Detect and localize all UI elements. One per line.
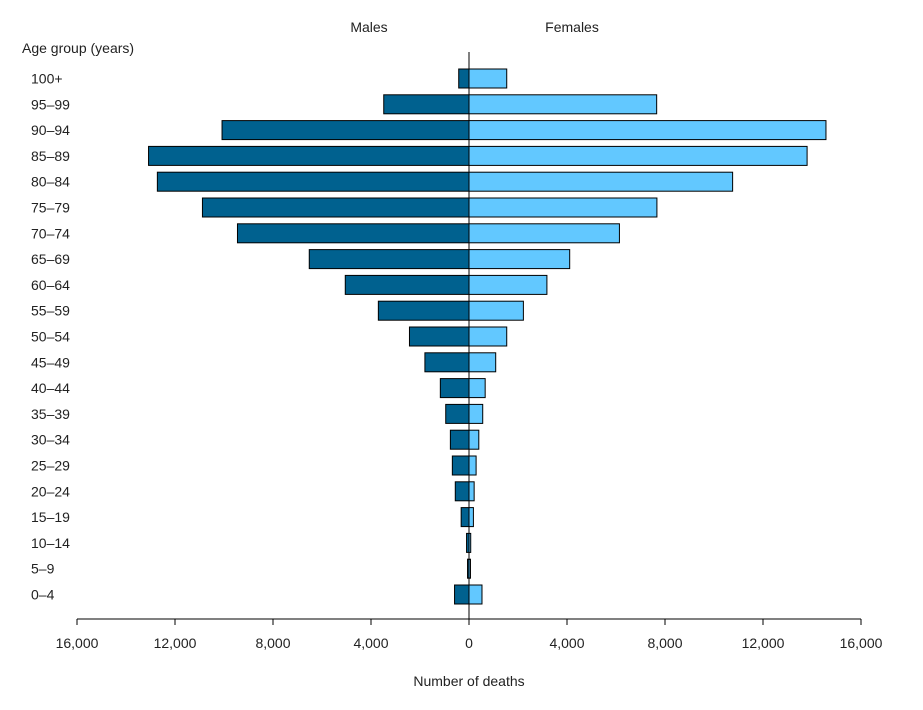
bar-females-75–79 <box>468 197 658 218</box>
bar-males-60–64 <box>344 274 470 295</box>
x-tick-label: 0 <box>465 635 473 651</box>
bar-females-40–44 <box>468 378 486 399</box>
age-group-label: 60–64 <box>31 277 70 293</box>
x-axis-title: Number of deaths <box>413 673 524 689</box>
bar-females-20–24 <box>468 481 475 502</box>
bar-females-45–49 <box>468 352 497 373</box>
bar-males-20–24 <box>454 481 470 502</box>
age-group-label: 90–94 <box>31 122 70 138</box>
age-group-label: 20–24 <box>31 483 70 499</box>
age-group-label: 15–19 <box>31 509 70 525</box>
x-tick-label: 16,000 <box>840 635 883 651</box>
bar-females-35–39 <box>468 403 484 424</box>
age-group-label: 55–59 <box>31 303 70 319</box>
age-group-label: 100+ <box>31 71 63 87</box>
age-group-label: 65–69 <box>31 251 70 267</box>
bars-layer <box>148 68 827 605</box>
age-group-label: 10–14 <box>31 535 70 551</box>
age-group-label: 70–74 <box>31 225 70 241</box>
bar-females-85–89 <box>468 145 808 166</box>
age-group-label: 80–84 <box>31 174 70 190</box>
bar-males-75–79 <box>201 197 470 218</box>
bar-females-25–29 <box>468 455 477 476</box>
bar-females-15–19 <box>468 507 474 528</box>
age-group-label: 85–89 <box>31 148 70 164</box>
bar-males-50–54 <box>408 326 470 347</box>
age-group-label: 5–9 <box>31 561 55 577</box>
bar-females-100+ <box>468 68 508 89</box>
bar-females-30–34 <box>468 429 480 450</box>
bar-males-25–29 <box>451 455 470 476</box>
age-group-label: 25–29 <box>31 458 70 474</box>
bar-males-55–59 <box>377 300 470 321</box>
age-group-label: 35–39 <box>31 406 70 422</box>
x-tick-label: 12,000 <box>742 635 785 651</box>
category-axis-title: Age group (years) <box>22 40 134 56</box>
age-group-label: 45–49 <box>31 354 70 370</box>
bar-males-80–84 <box>156 171 470 192</box>
females-side-label: Females <box>545 19 599 35</box>
bar-females-60–64 <box>468 274 548 295</box>
bar-females-0–4 <box>468 584 483 605</box>
x-tick-label: 8,000 <box>647 635 682 651</box>
bar-males-30–34 <box>449 429 470 450</box>
bar-females-55–59 <box>468 300 524 321</box>
x-tick-label: 16,000 <box>56 635 99 651</box>
bar-males-70–74 <box>236 223 470 244</box>
bar-males-90–94 <box>221 120 470 141</box>
bar-males-15–19 <box>460 507 470 528</box>
bar-males-95–99 <box>383 94 470 115</box>
age-group-label: 0–4 <box>31 587 55 603</box>
x-tick-label: 12,000 <box>154 635 197 651</box>
axes: 16,000 12,000 8,000 4,000 0 4,000 8,000 12,000 1… <box>56 52 883 651</box>
males-side-label: Males <box>350 19 387 35</box>
bar-males-35–39 <box>445 403 470 424</box>
age-group-label: 30–34 <box>31 432 70 448</box>
bar-males-40–44 <box>439 378 470 399</box>
bar-males-85–89 <box>148 145 470 166</box>
bar-females-65–69 <box>468 249 571 270</box>
category-labels: 100+ 95–99 90–94 85–89 80–84 75–79 70–74 65–69 6… <box>31 71 70 603</box>
bar-males-100+ <box>458 68 470 89</box>
age-group-label: 95–99 <box>31 96 70 112</box>
age-group-label: 75–79 <box>31 200 70 216</box>
bar-males-65–69 <box>308 249 470 270</box>
x-tick-label: 8,000 <box>255 635 290 651</box>
bar-females-80–84 <box>468 171 734 192</box>
bar-females-90–94 <box>468 120 827 141</box>
bar-females-70–74 <box>468 223 620 244</box>
age-group-label: 50–54 <box>31 329 70 345</box>
x-tick-label: 4,000 <box>353 635 388 651</box>
bar-females-50–54 <box>468 326 508 347</box>
bar-females-95–99 <box>468 94 658 115</box>
age-group-label: 40–44 <box>31 380 70 396</box>
bar-males-45–49 <box>424 352 470 373</box>
x-tick-label: 4,000 <box>549 635 584 651</box>
bar-males-0–4 <box>454 584 470 605</box>
